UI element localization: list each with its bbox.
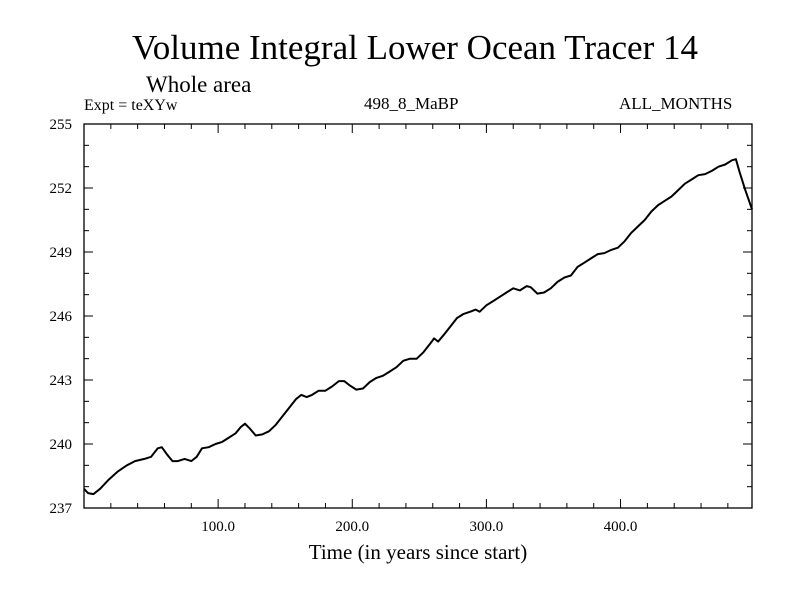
y-tick-label: 252: [50, 181, 73, 197]
series-line: [83, 158, 753, 496]
chart-title: Volume Integral Lower Ocean Tracer 14: [132, 28, 698, 67]
y-tick-label: 243: [50, 373, 73, 389]
run-label: 498_8_MaBP: [364, 94, 459, 113]
y-tick-label: 249: [50, 245, 73, 261]
y-tick-label: 255: [50, 117, 73, 133]
axis-ticks: [84, 123, 752, 509]
x-tick-label: 300.0: [470, 519, 504, 535]
months-label: ALL_MONTHS: [619, 94, 733, 113]
axis-tick-labels: 237 240 243 246 249 252 255 100.0 200.0 300.0 400.…: [50, 117, 638, 535]
experiment-label: Expt = teXYw: [84, 97, 178, 114]
x-axis-label: Time (in years since start): [308, 540, 528, 564]
x-tick-label: 200.0: [335, 519, 369, 535]
y-tick-label: 246: [50, 309, 73, 325]
x-tick-label: 400.0: [604, 519, 638, 535]
y-tick-label: 240: [50, 437, 73, 453]
x-tick-label: 100.0: [201, 519, 235, 535]
y-tick-label: 237: [50, 501, 73, 517]
plot-frame: [83, 123, 753, 509]
chart-subtitle: Whole area: [146, 72, 252, 97]
